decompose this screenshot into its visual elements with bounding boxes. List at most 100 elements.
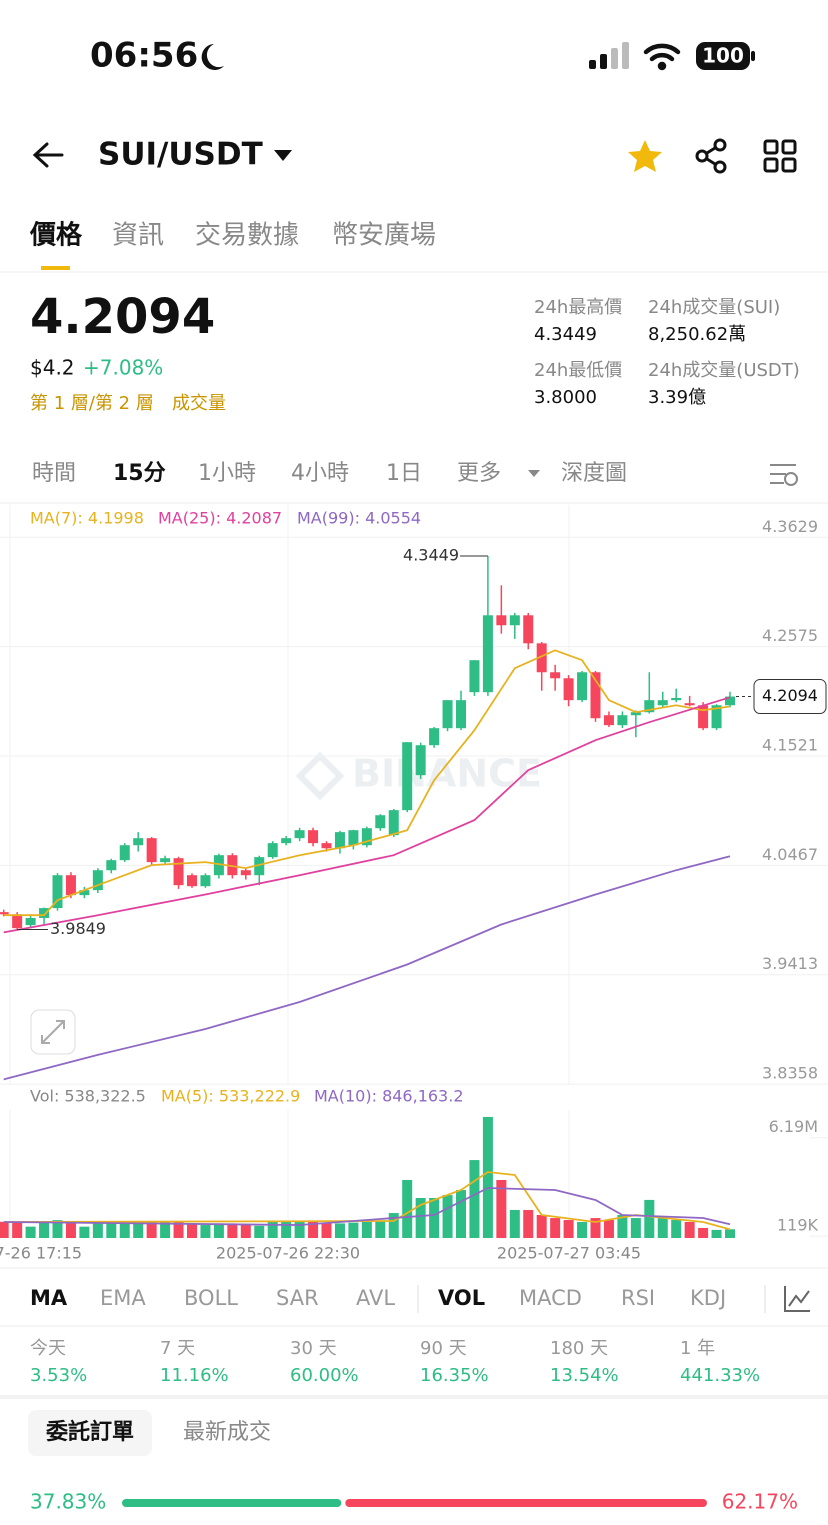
- volume-bar: [590, 1218, 601, 1238]
- tab[interactable]: 幣安廣場: [332, 221, 436, 251]
- pair-title[interactable]: SUI/USDT: [98, 137, 263, 173]
- volume-bar: [106, 1221, 117, 1238]
- candle-body: [254, 857, 265, 876]
- volume-bar: [402, 1179, 413, 1238]
- period-change: 16.35%: [420, 1365, 489, 1386]
- tab[interactable]: 交易數據: [195, 221, 299, 251]
- period-change: 3.53%: [30, 1365, 87, 1386]
- order-tab[interactable]: 委託訂單: [46, 1419, 134, 1445]
- volume-tag[interactable]: 成交量: [172, 393, 226, 414]
- volume-bar: [375, 1220, 386, 1238]
- back-button[interactable]: [32, 142, 64, 168]
- ma-line: [3, 649, 731, 917]
- volume-bar: [227, 1223, 238, 1238]
- volume-bar: [429, 1197, 440, 1238]
- battery-level: 100: [702, 44, 744, 68]
- usd-price: $4.2: [30, 356, 75, 380]
- interval[interactable]: 1小時: [198, 461, 256, 486]
- candle-body: [240, 870, 251, 876]
- volume-bar: [200, 1225, 211, 1238]
- candle-body: [133, 838, 144, 846]
- tab[interactable]: 價格: [29, 220, 83, 251]
- candle-body: [160, 858, 171, 863]
- menu-grid[interactable]: [763, 139, 797, 173]
- indicator[interactable]: BOLL: [184, 1286, 238, 1310]
- indicator-bar: MA EMA BOLL SAR AVL VOL MACD RSI KDJ: [30, 1286, 726, 1310]
- period-change: 441.33%: [680, 1365, 760, 1386]
- stat-label: 24h成交量(SUI): [648, 297, 780, 318]
- chart-settings[interactable]: [770, 464, 798, 486]
- volume-bar: [442, 1195, 453, 1238]
- volume-bar: [308, 1220, 319, 1238]
- indicator[interactable]: SAR: [276, 1286, 319, 1310]
- volume-bar: [133, 1220, 144, 1238]
- candle-body: [308, 830, 319, 844]
- candle-body: [630, 712, 641, 716]
- stat-label: 24h最高價: [534, 297, 622, 318]
- x-tick-label: 2025-07-26 17:15: [0, 1244, 82, 1263]
- legend-item: MA(25): 4.2087: [158, 509, 282, 528]
- candle-body: [644, 700, 655, 713]
- order-tab[interactable]: 最新成交: [183, 1420, 271, 1445]
- indicator-settings[interactable]: [784, 1286, 810, 1312]
- interval[interactable]: 更多: [457, 461, 501, 486]
- favorite-star[interactable]: [628, 140, 662, 172]
- period: 180 天: [550, 1338, 608, 1359]
- volume-bar: [711, 1229, 722, 1238]
- moon-icon: [201, 44, 224, 70]
- volume-bar: [146, 1221, 157, 1238]
- volume-bar: [12, 1222, 23, 1238]
- period: 90 天: [420, 1338, 467, 1359]
- interval[interactable]: 深度圖: [561, 461, 627, 486]
- interval[interactable]: 1日: [386, 461, 422, 486]
- volume-bar: [671, 1220, 682, 1238]
- volume-bar: [563, 1220, 574, 1238]
- indicator[interactable]: VOL: [438, 1286, 485, 1310]
- candle-body: [375, 815, 386, 829]
- indicator[interactable]: RSI: [621, 1286, 655, 1310]
- volume-bar: [630, 1218, 641, 1238]
- divider: [0, 1395, 828, 1399]
- volume-bar: [603, 1220, 614, 1238]
- candle-body: [577, 672, 588, 701]
- pair-dropdown[interactable]: [274, 150, 292, 161]
- volume-bar: [254, 1225, 265, 1238]
- volume-bar: [240, 1224, 251, 1238]
- stat-value: 3.39億: [648, 387, 706, 408]
- indicator[interactable]: EMA: [100, 1286, 146, 1310]
- period: 今天: [30, 1338, 66, 1359]
- volume-bar: [388, 1213, 399, 1238]
- battery: [696, 42, 750, 70]
- more-dropdown[interactable]: [528, 470, 540, 477]
- candle-body: [52, 875, 63, 909]
- legend-item: MA(7): 4.1998: [30, 509, 144, 528]
- indicator[interactable]: MACD: [519, 1286, 582, 1310]
- candle-body: [657, 700, 668, 706]
- volume-bar: [684, 1221, 695, 1238]
- interval[interactable]: 時間: [32, 461, 76, 486]
- interval[interactable]: 15分: [113, 461, 166, 486]
- indicator[interactable]: MA: [30, 1286, 68, 1310]
- period: 30 天: [290, 1338, 337, 1359]
- volume-bar: [160, 1220, 171, 1238]
- tab[interactable]: 資訊: [112, 221, 164, 251]
- candle-body: [523, 615, 534, 644]
- volume-bar: [267, 1221, 278, 1238]
- share-button[interactable]: [695, 138, 727, 174]
- layer-tag[interactable]: 第 1 層/第 2 層: [30, 393, 154, 414]
- y-tick-label: 4.2575: [762, 626, 818, 645]
- candle-body: [187, 875, 197, 887]
- volume-bar: [321, 1223, 332, 1238]
- volume-bar: [173, 1221, 184, 1238]
- legend-item: MA(99): 4.0554: [297, 509, 421, 528]
- expand-icon: [41, 1020, 65, 1044]
- volume-bar: [294, 1220, 305, 1238]
- period-change: 60.00%: [290, 1365, 359, 1386]
- interval[interactable]: 4小時: [291, 461, 349, 486]
- candle-body: [119, 845, 130, 861]
- ratio-segment: [122, 1499, 342, 1507]
- indicator[interactable]: KDJ: [690, 1286, 726, 1310]
- indicator[interactable]: AVL: [356, 1286, 395, 1310]
